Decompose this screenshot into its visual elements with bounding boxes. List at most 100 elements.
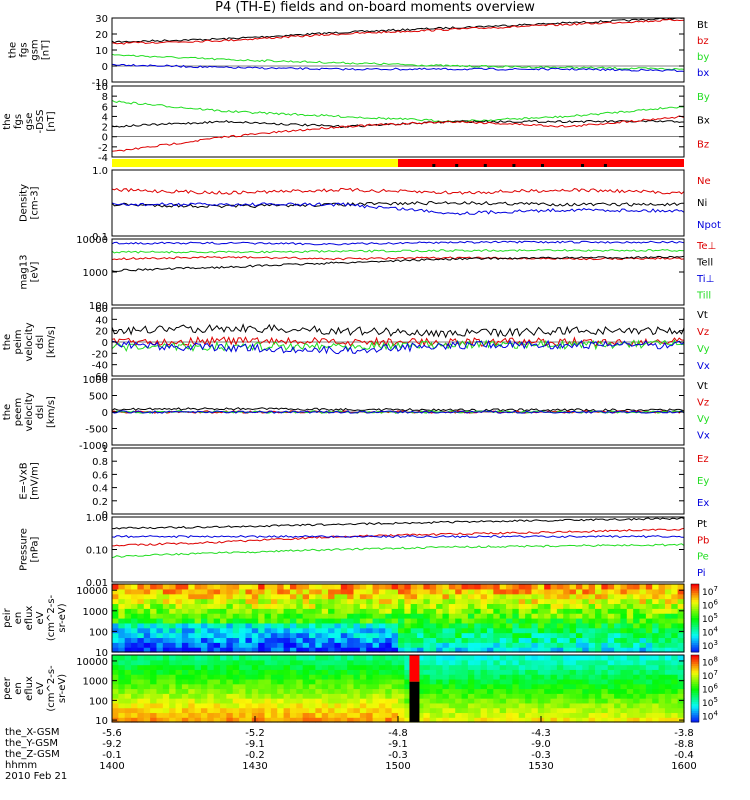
spectrogram-cell [429, 627, 437, 634]
spectrogram-cell [277, 584, 285, 590]
spectrogram-cell [442, 588, 450, 595]
spectrogram-cell [512, 584, 520, 590]
spectrogram-cell [169, 655, 177, 661]
spectrogram-cell [658, 693, 666, 699]
x-tick-value-r1: -9.1 [245, 739, 265, 750]
spectrogram-cell [595, 618, 602, 624]
spectrogram-cell [639, 608, 647, 614]
spectrogram-cell [595, 717, 602, 723]
spectrogram-cell [614, 683, 622, 690]
spectrogram-cell [353, 655, 361, 661]
spectrogram-cell [398, 608, 405, 614]
spectrogram-cell [582, 642, 590, 648]
spectrogram-cell [506, 702, 513, 709]
spectrogram-cell [188, 664, 196, 670]
spectrogram-cell [671, 588, 679, 595]
x-tick-value-r0: -5.2 [245, 728, 265, 739]
eph-label-z: the_Z-GSM [5, 749, 60, 760]
spectrogram-cell [620, 613, 628, 619]
spectrogram-cell [601, 678, 609, 685]
spectrogram-cell [474, 632, 482, 639]
spectrogram-cell [251, 622, 259, 629]
spectrogram-cell [315, 642, 323, 648]
spectrogram-cell [181, 674, 189, 680]
spectrogram-cell [556, 598, 564, 605]
spectrogram-cell [467, 669, 475, 675]
spectrogram-cell [137, 637, 145, 643]
spectrogram-cell [410, 622, 418, 629]
y-axis-label-line: the [8, 42, 19, 58]
spectrogram-cell [124, 674, 132, 680]
spectrogram-cell [118, 683, 126, 690]
spectrogram-cell [645, 702, 653, 709]
spectrogram-cell [226, 712, 234, 718]
spectrogram-cell [226, 674, 234, 680]
spectrogram-cell [194, 702, 202, 709]
spectrogram-cell [162, 707, 170, 714]
y-tick-label: -60 [92, 372, 108, 383]
spectrogram-cell [658, 664, 666, 670]
spectrogram-cell [429, 642, 437, 648]
spectrogram-cell [289, 613, 297, 619]
y-tick-label: 1000 [83, 677, 108, 688]
spectrogram-cell [633, 659, 641, 666]
spectrogram-cell [537, 669, 545, 675]
spectrogram-cell [404, 655, 412, 661]
spectrogram-cell [143, 598, 151, 605]
spectrogram-cell [143, 674, 151, 680]
spectrogram-cell [398, 603, 405, 609]
spectrogram-cell [474, 627, 482, 634]
spectrogram-cell [239, 674, 247, 680]
spectrogram-cell [131, 598, 139, 605]
spectrogram-cell [499, 707, 507, 714]
spectrogram-cell [486, 618, 494, 624]
spectrogram-cell [220, 642, 227, 648]
spectrogram-cell [652, 588, 660, 595]
spectrogram-cell [258, 632, 266, 639]
spectrogram-cell [486, 608, 494, 614]
spectrogram-cell [226, 717, 234, 723]
spectrogram-cell [334, 632, 342, 639]
spectrogram-cell [614, 637, 622, 643]
spectrogram-cell [436, 642, 444, 648]
spectrogram-cell [645, 698, 653, 704]
spectrogram-cell [353, 698, 361, 704]
spectrogram-cell [575, 603, 583, 609]
colorbar-cell [691, 710, 699, 714]
spectrogram-cell [226, 608, 234, 614]
spectrogram-cell [493, 674, 501, 680]
spectrogram-cell [664, 622, 672, 629]
spectrogram-cell [232, 627, 240, 634]
spectrogram-cell [245, 593, 253, 600]
spectrogram-cell [137, 669, 145, 675]
spectrogram-cell [417, 707, 425, 714]
spectrogram-cell [200, 642, 208, 648]
spectrogram-cell [582, 608, 590, 614]
spectrogram-cell [378, 627, 386, 634]
spectrogram-cell [652, 674, 660, 680]
series-line-Te⊥ [111, 255, 685, 261]
spectrogram-cell [588, 698, 596, 704]
spectrogram-cell [436, 659, 444, 666]
spectrogram-cell [550, 632, 558, 639]
spectrogram-cell [474, 717, 482, 723]
spectrogram-cell [277, 618, 285, 624]
colorbar-cell [691, 602, 699, 605]
spectrogram-cell [112, 683, 119, 690]
spectrogram-cell [112, 598, 119, 605]
spectrogram-cell [296, 622, 304, 629]
spectrogram-cell [169, 712, 177, 718]
spectrogram-cell [677, 693, 685, 699]
spectrogram-cell [194, 622, 202, 629]
spectrogram-cell [531, 693, 539, 699]
spectrogram-cell [455, 588, 463, 595]
spectrogram-cell [302, 608, 310, 614]
spectrogram-cell [366, 659, 374, 666]
spectrogram-cell [480, 688, 488, 694]
spectrogram-cell [118, 632, 126, 639]
spectrogram-cell [277, 608, 285, 614]
spectrogram-cell [150, 584, 158, 590]
y-axis-label-line: the [2, 113, 13, 129]
spectrogram-cell [442, 678, 450, 685]
colorbar-cell [691, 584, 699, 587]
